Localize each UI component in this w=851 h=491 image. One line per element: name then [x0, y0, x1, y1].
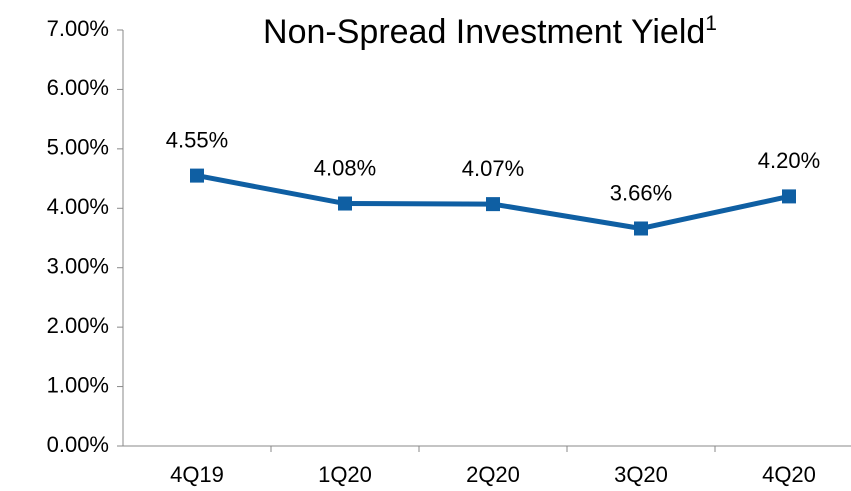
value-label: 4.07% — [462, 156, 524, 181]
marker — [190, 168, 204, 183]
value-label: 3.66% — [610, 180, 672, 205]
y-tick-label: 0.00% — [47, 432, 109, 457]
value-label: 4.20% — [758, 148, 820, 173]
x-tick-label: 2Q20 — [466, 462, 520, 487]
chart-title: Non-Spread Investment Yield1 — [263, 12, 717, 51]
value-label: 4.08% — [314, 155, 376, 180]
y-tick-label: 5.00% — [47, 135, 109, 160]
y-tick-label: 7.00% — [47, 16, 109, 41]
value-label: 4.55% — [166, 127, 228, 152]
x-tick-label: 1Q20 — [318, 462, 372, 487]
marker — [486, 197, 500, 212]
title-superscript: 1 — [705, 12, 717, 35]
marker — [634, 221, 648, 236]
y-tick-label: 4.00% — [47, 194, 109, 219]
title-text: Non-Spread Investment Yield — [263, 13, 705, 51]
x-tick-label: 3Q20 — [614, 462, 668, 487]
y-tick-label: 2.00% — [47, 313, 109, 338]
y-tick-label: 1.00% — [47, 372, 109, 397]
y-tick-label: 6.00% — [47, 75, 109, 100]
marker — [782, 189, 796, 204]
x-tick-label: 4Q19 — [170, 462, 224, 487]
y-tick-label: 3.00% — [47, 254, 109, 279]
marker — [338, 196, 352, 211]
x-tick-label: 4Q20 — [762, 462, 816, 487]
